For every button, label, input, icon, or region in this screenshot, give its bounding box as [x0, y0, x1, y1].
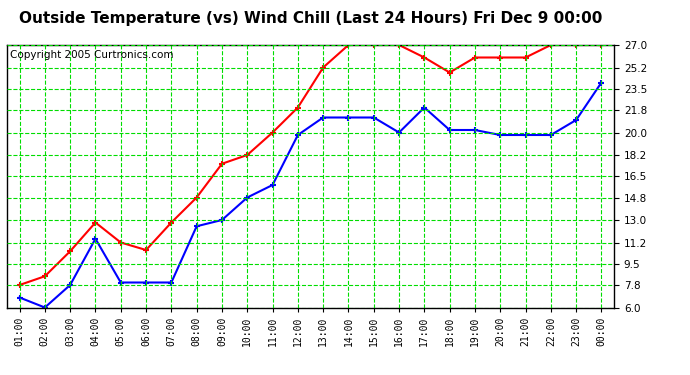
Text: Copyright 2005 Curtronics.com: Copyright 2005 Curtronics.com — [10, 50, 173, 60]
Text: Outside Temperature (vs) Wind Chill (Last 24 Hours) Fri Dec 9 00:00: Outside Temperature (vs) Wind Chill (Las… — [19, 11, 602, 26]
